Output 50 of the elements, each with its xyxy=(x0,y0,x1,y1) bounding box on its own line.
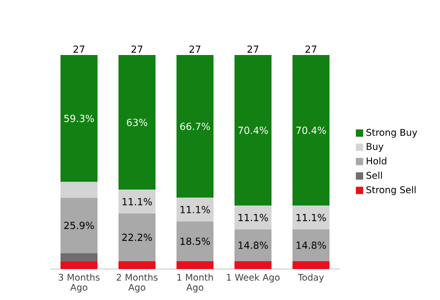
annotation: 27 xyxy=(74,46,84,53)
annotation: 27 xyxy=(248,46,258,53)
data-label: 11.1% xyxy=(180,206,210,214)
data-label: 14.8% xyxy=(296,242,326,249)
data-label: 11.1% xyxy=(122,198,152,206)
data-label: 70.4% xyxy=(296,126,326,134)
x-tick-label: 2 Months Ago xyxy=(116,274,158,292)
legend-label: Sell xyxy=(366,172,382,179)
bar xyxy=(292,229,330,262)
bar xyxy=(292,261,330,269)
bar xyxy=(118,261,156,269)
bar xyxy=(292,206,330,230)
bar xyxy=(60,198,98,254)
bar xyxy=(234,54,272,206)
data-label: 25.9% xyxy=(64,222,94,230)
legend-label: Strong Buy xyxy=(366,128,418,138)
legend-label: Strong Sell xyxy=(366,186,416,196)
bar xyxy=(234,229,272,262)
data-label: 70.4% xyxy=(238,126,268,134)
bar xyxy=(60,182,98,198)
bar xyxy=(60,54,98,182)
x-tick-label: Today xyxy=(298,274,324,282)
x-tick-label: 1 Month Ago xyxy=(177,274,213,292)
bar xyxy=(234,206,272,230)
bar xyxy=(118,54,156,190)
bar xyxy=(176,198,214,222)
data-label: 11.1% xyxy=(296,214,326,222)
data-label: 22.2% xyxy=(122,234,152,242)
bar xyxy=(176,221,214,262)
bar xyxy=(118,214,156,262)
data-label: 63% xyxy=(126,118,148,126)
data-label: 11.1% xyxy=(238,214,268,222)
bar xyxy=(234,261,272,269)
data-label: 59.3% xyxy=(64,114,94,122)
bar xyxy=(176,54,214,198)
bar xyxy=(176,261,214,269)
annotation: 27 xyxy=(306,46,316,53)
data-label: 66.7% xyxy=(180,122,210,130)
bar xyxy=(60,261,98,269)
legend-label: Buy xyxy=(366,143,384,152)
legend-label: Hold xyxy=(366,157,386,164)
annotation: 27 xyxy=(190,46,200,53)
annotation: 27 xyxy=(132,46,142,53)
data-label: 14.8% xyxy=(238,242,268,249)
bar xyxy=(292,54,330,206)
bar xyxy=(60,253,98,262)
x-tick-label: 3 Months Ago xyxy=(58,274,100,292)
x-tick-label: 1 Week Ago xyxy=(226,274,280,282)
bar xyxy=(118,190,156,214)
data-label: 18.5% xyxy=(180,238,210,245)
